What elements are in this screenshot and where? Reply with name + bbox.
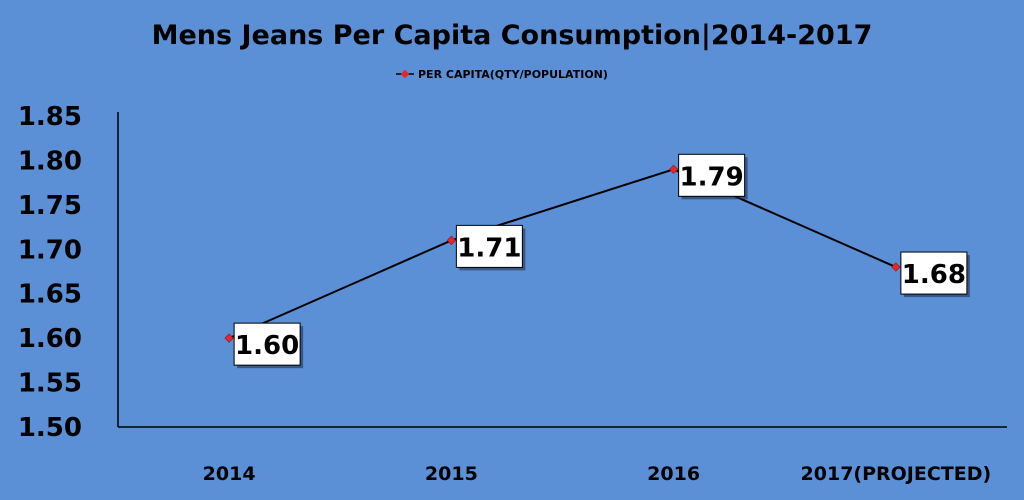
data-label-box bbox=[678, 153, 746, 197]
data-point bbox=[224, 333, 234, 343]
data-label-box bbox=[900, 251, 968, 295]
data-label-text: 1.79 bbox=[680, 162, 744, 192]
data-label-box bbox=[455, 224, 523, 268]
y-tick-label: 1.70 bbox=[18, 235, 82, 265]
data-label: 1.68 bbox=[900, 251, 970, 298]
legend-marker bbox=[400, 69, 410, 79]
y-tick-label: 1.80 bbox=[18, 146, 82, 176]
data-point bbox=[446, 235, 456, 245]
data-label-text: 1.71 bbox=[457, 233, 521, 263]
x-tick-label: 2015 bbox=[425, 463, 478, 485]
y-tick-label: 1.55 bbox=[18, 369, 82, 399]
data-label-box bbox=[233, 322, 301, 366]
legend: PER CAPITA(QTY/POPULATION) bbox=[396, 68, 608, 81]
data-label-text: 1.68 bbox=[902, 260, 966, 290]
x-tick-labels: 2014 2015 2016 2017(PROJECTED) bbox=[203, 463, 992, 485]
legend-label: PER CAPITA(QTY/POPULATION) bbox=[418, 68, 608, 81]
series-group bbox=[224, 164, 901, 343]
data-label: 1.71 bbox=[455, 224, 526, 271]
y-tick-label: 1.75 bbox=[18, 191, 82, 221]
x-tick-label: 2014 bbox=[203, 463, 256, 485]
x-tick-label: 2016 bbox=[647, 463, 700, 485]
chart-title: Mens Jeans Per Capita Consumption|2014-2… bbox=[152, 20, 873, 51]
series-line bbox=[228, 168, 897, 340]
data-labels: 1.60 1.71 1.79 1.68 bbox=[233, 153, 970, 369]
y-tick-labels: 1.50 1.55 1.60 1.65 1.70 1.75 1.80 1.85 bbox=[18, 102, 82, 443]
data-label: 1.79 bbox=[678, 153, 748, 200]
x-tick-label: 2017(PROJECTED) bbox=[801, 463, 992, 485]
data-label: 1.60 bbox=[233, 322, 304, 369]
data-label-text: 1.60 bbox=[235, 331, 299, 361]
y-tick-label: 1.50 bbox=[18, 413, 82, 443]
y-tick-label: 1.60 bbox=[18, 324, 82, 354]
y-tick-label: 1.85 bbox=[18, 102, 82, 132]
data-point bbox=[669, 164, 679, 174]
data-point bbox=[891, 262, 901, 272]
y-tick-label: 1.65 bbox=[18, 280, 82, 310]
